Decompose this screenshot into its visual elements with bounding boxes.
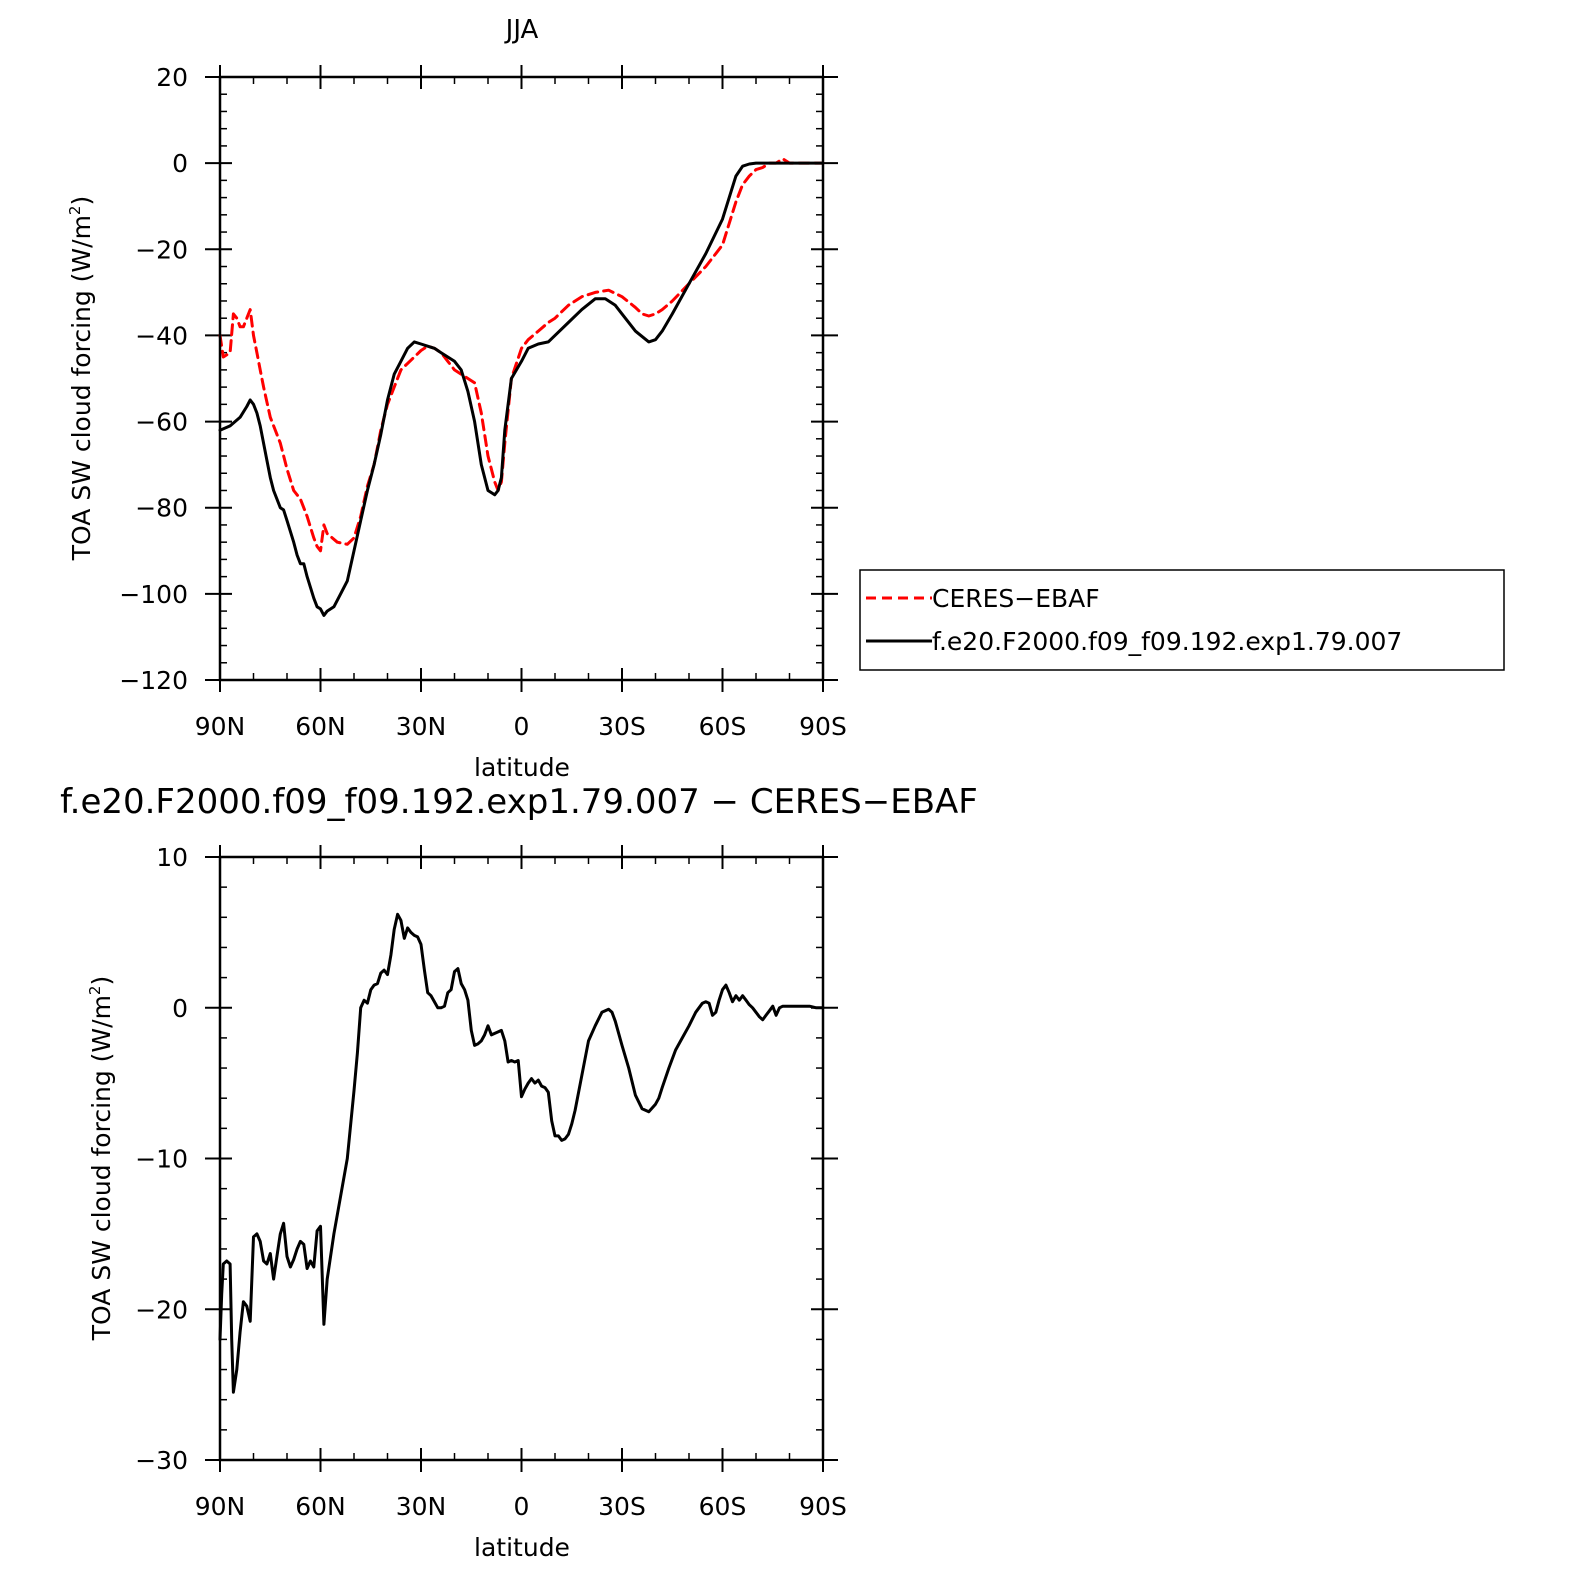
y-axis-label-close: ) [67,196,96,206]
x-axis-label: latitude [474,1533,570,1562]
legend-label-ceres: CERES−EBAF [932,584,1100,613]
x-tick-label: 90N [195,1492,246,1521]
legend-label-model: f.e20.F2000.f09_f09.192.exp1.79.007 [932,627,1402,656]
x-tick-label: 30S [598,1492,646,1521]
y-axis-label-superscript: 2 [66,206,84,216]
y-axis-label-text: TOA SW cloud forcing (W/m [87,995,116,1341]
y-tick-label: −60 [135,408,188,437]
x-tick-label: 60N [295,712,346,741]
x-axis-label: latitude [474,753,570,782]
x-tick-label: 90N [195,712,246,741]
x-tick-label: 30N [396,1492,447,1521]
x-tick-label: 30N [396,712,447,741]
y-axis-label: TOA SW cloud forcing (W/m2) [86,976,116,1341]
axis-ticks [205,845,838,1472]
x-tick-label: 0 [514,712,530,741]
y-tick-label: 0 [172,994,188,1023]
y-tick-label: 0 [172,149,188,178]
plot-frame [218,855,825,1462]
y-tick-label: −20 [135,235,188,264]
y-tick-label: −40 [135,321,188,350]
axis-tick-labels: 90N 60N 30N 0 30S 60S 90S 20 0 −20 −40 −60 −80 −100 −1… [119,63,847,741]
series-line-1 [218,161,825,617]
chart-title: f.e20.F2000.f09_f09.192.exp1.79.007 − CE… [60,782,978,822]
x-tick-label: 90S [799,712,847,741]
data-series [218,157,825,617]
y-tick-label: −80 [135,494,188,523]
data-series [218,912,825,1394]
y-tick-label: −10 [135,1145,188,1174]
legend-box [859,569,1505,671]
y-axis-label: TOA SW cloud forcing (W/m2) [66,196,96,561]
y-tick-label: −30 [135,1446,188,1475]
series-line-0 [218,912,825,1394]
y-tick-label: −120 [119,666,188,695]
panel-difference: f.e20.F2000.f09_f09.192.exp1.79.007 − CE… [60,782,978,1562]
x-tick-label: 60N [295,1492,346,1521]
y-tick-label: −20 [135,1295,188,1324]
y-tick-label: −100 [119,580,188,609]
x-tick-label: 60S [699,1492,747,1521]
axis-tick-labels: 90N 60N 30N 0 30S 60S 90S 10 0 −10 −20 −30 [135,843,847,1521]
plot-frame [218,75,825,682]
y-axis-label-superscript: 2 [86,986,104,996]
legend: CERES−EBAF f.e20.F2000.f09_f09.192.exp1.… [859,569,1505,671]
chart-title: JJA [504,15,539,45]
y-tick-label: 20 [156,63,188,92]
y-tick-label: 10 [156,843,188,872]
series-line-0 [218,157,825,553]
x-tick-label: 90S [799,1492,847,1521]
x-tick-label: 30S [598,712,646,741]
axis-ticks [205,65,838,692]
y-axis-label-close: ) [87,976,116,986]
panel-jja: JJA TOA SW cloud forcing (W/m2) latitude… [66,15,1505,782]
x-tick-label: 60S [699,712,747,741]
y-axis-label-text: TOA SW cloud forcing (W/m [67,215,96,561]
x-tick-label: 0 [514,1492,530,1521]
